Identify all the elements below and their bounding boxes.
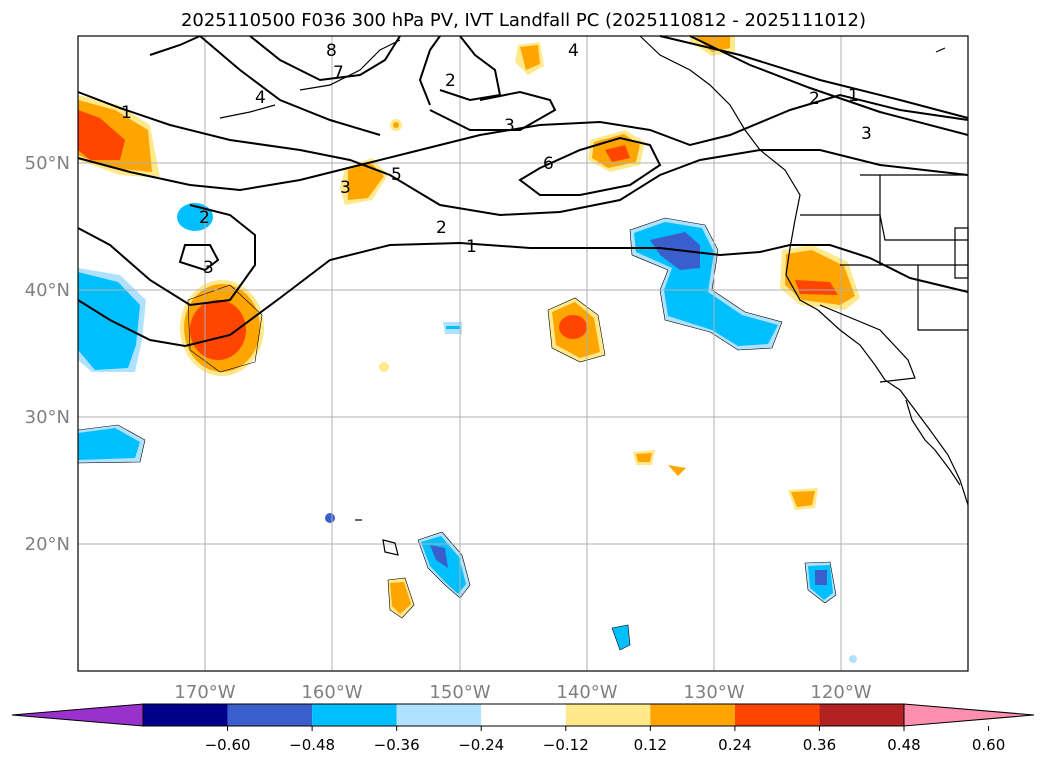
pv-label: 4 — [568, 41, 579, 61]
colorbar-segment — [565, 704, 651, 726]
colorbar-segment — [650, 704, 735, 726]
pv-label: 2 — [436, 218, 447, 238]
map-gridlines — [78, 36, 968, 671]
colorbar-segment — [734, 704, 820, 726]
colorbar-tick-label: −0.60 — [205, 736, 251, 754]
colorbar-extend-min — [11, 703, 144, 727]
colorbar-tick-label: 0.24 — [718, 736, 751, 754]
axis-labels: 170°W 160°W 150°W 140°W 130°W 120°W 50°N… — [25, 153, 872, 703]
colorbar-segment — [312, 704, 397, 726]
lon-label: 150°W — [429, 682, 490, 703]
colorbar-segment — [227, 704, 313, 726]
lat-label: 40°N — [25, 280, 70, 301]
pv-contour-labels: 1 2 3 3 5 2 1 3 6 2 4 4 7 8 2 1 3 — [121, 41, 872, 278]
pv-label: 2 — [445, 71, 456, 91]
pv-label: 6 — [543, 154, 554, 174]
pv-label: 1 — [848, 86, 859, 106]
lat-label: 20°N — [25, 534, 70, 555]
colorbar-tick-label: 0.60 — [972, 736, 1005, 754]
colorbar-outline — [142, 703, 905, 727]
colorbar-tick-label: −0.12 — [543, 736, 589, 754]
colorbar-tick-label: −0.48 — [289, 736, 335, 754]
map-panel: 1 2 3 3 5 2 1 3 6 2 4 4 7 8 2 1 3 — [77, 35, 969, 672]
colorbar-tick-label: 0.36 — [803, 736, 836, 754]
colorbar-extend-max — [903, 703, 1035, 727]
pv-label: 3 — [203, 258, 214, 278]
pv-label: 4 — [255, 88, 266, 108]
lat-label: 30°N — [25, 407, 70, 428]
pv-label: 2 — [199, 208, 210, 228]
pv-label: 3 — [504, 116, 515, 136]
pv-label: 3 — [340, 178, 351, 198]
pv-label: 7 — [333, 63, 344, 83]
pv-label: 3 — [861, 124, 872, 144]
pv-label: 8 — [326, 41, 337, 61]
lon-label: 120°W — [810, 682, 871, 703]
colorbar: −0.60 −0.48 −0.36 −0.24 −0.12 0.12 0.24 0.36 0.4… — [11, 703, 1035, 754]
colorbar-tick-label: −0.36 — [374, 736, 420, 754]
pv-contours — [77, 35, 969, 348]
colorbar-segment — [143, 704, 228, 726]
colorbar-segment — [481, 704, 566, 726]
colorbar-tick-label: 0.12 — [634, 736, 667, 754]
lat-label: 50°N — [25, 153, 70, 174]
pv-label: 5 — [391, 165, 402, 185]
lon-label: 140°W — [556, 682, 617, 703]
lon-label: 130°W — [683, 682, 744, 703]
coastlines — [219, 35, 969, 556]
colorbar-segment — [396, 704, 482, 726]
lon-label: 160°W — [301, 682, 362, 703]
colorbar-segment — [819, 704, 904, 726]
lon-label: 170°W — [174, 682, 235, 703]
map-frame — [77, 35, 969, 672]
map-title: 2025110500 F036 300 hPa PV, IVT Landfall… — [180, 10, 867, 31]
pv-label: 1 — [466, 237, 477, 257]
pv-label: 2 — [809, 89, 820, 109]
ivt-outlines — [77, 217, 837, 651]
colorbar-tick-label: −0.24 — [458, 736, 504, 754]
colorbar-tick-label: 0.48 — [887, 736, 920, 754]
pv-label: 1 — [121, 103, 132, 123]
